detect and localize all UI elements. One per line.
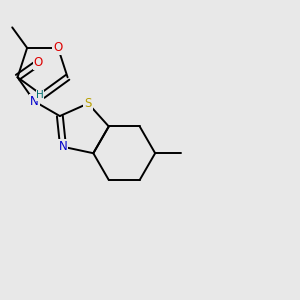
Text: N: N [30, 95, 39, 108]
Text: S: S [84, 97, 92, 110]
Text: H: H [36, 91, 43, 100]
Text: O: O [53, 41, 63, 54]
Text: N: N [59, 140, 68, 153]
Text: O: O [34, 56, 43, 69]
